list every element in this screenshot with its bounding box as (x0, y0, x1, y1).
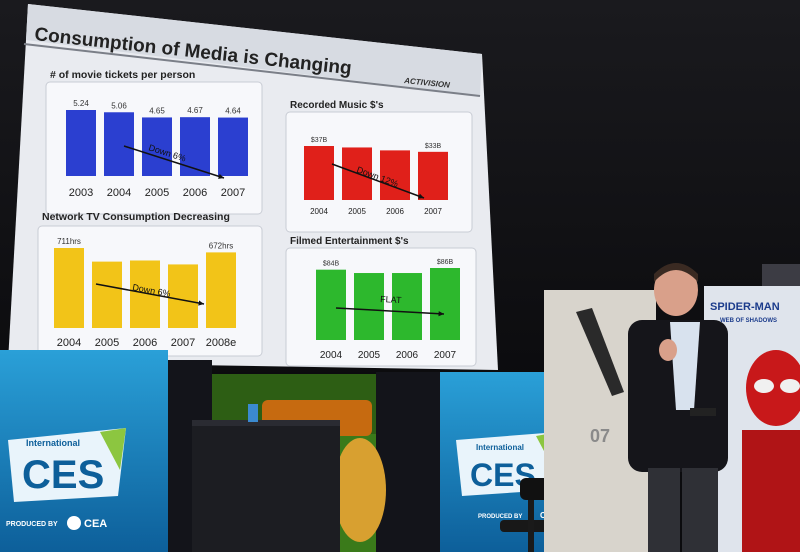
trend-arrow-0 (123, 145, 225, 179)
podium-top (192, 420, 340, 426)
trend-arrow-1 (331, 163, 425, 199)
bar-1-3 (418, 151, 448, 200)
data-label-3-3: $86B (437, 259, 454, 266)
category-label-2-1: 2005 (95, 337, 119, 349)
data-label-1-3: $33B (425, 143, 442, 150)
bar-0-3 (180, 117, 210, 176)
category-label-3-1: 2005 (358, 350, 381, 361)
bar-1-0 (304, 146, 334, 200)
data-label-0-4: 4.64 (225, 107, 241, 116)
chart-tickets: 2003 5.24 2004 5.06 2005 4.65 2006 4.67 2007 4.64… (66, 99, 248, 199)
category-label-0-3: 2006 (183, 187, 207, 199)
spiderman-body (742, 430, 800, 552)
spiderman-eye-left (754, 379, 774, 393)
poster-rifle-stock (587, 331, 611, 363)
bar-2-0 (54, 248, 84, 328)
bar-0-2 (142, 117, 172, 176)
data-label-2-0: 711hrs (57, 237, 81, 246)
bar-0-4 (218, 117, 248, 176)
poster-007-mark: 07 (590, 426, 610, 446)
category-label-1-1: 2005 (348, 207, 366, 216)
trend-arrowhead-3 (438, 311, 444, 317)
data-label-0-3: 4.67 (187, 106, 203, 115)
data-label-2-4: 672hrs (209, 241, 233, 250)
category-label-2-4: 2008e (206, 337, 237, 349)
category-label-2-0: 2004 (57, 337, 81, 349)
speaker-belt (690, 408, 716, 416)
ces-left-produced: PRODUCED BY (6, 521, 58, 528)
category-label-0-0: 2003 (69, 187, 93, 199)
category-label-3-0: 2004 (320, 350, 343, 361)
category-label-2-2: 2006 (133, 337, 157, 349)
camera-base (500, 520, 552, 532)
trend-arrowhead-0 (218, 173, 224, 179)
spiderman-eye-right (780, 379, 800, 393)
bar-2-4 (206, 252, 236, 328)
trend-annotation-3: FLAT (380, 294, 402, 305)
podium-water-bottle (248, 404, 258, 422)
speaker-head (654, 264, 698, 316)
speaker-hand (659, 339, 677, 361)
ces-logo-left-shape (8, 428, 126, 502)
bar-3-3 (430, 268, 460, 340)
bar-2-1 (92, 261, 122, 328)
poster-spiderman-subtitle: WEB OF SHADOWS (720, 318, 777, 324)
ces-left-logo-text: CES (22, 453, 104, 497)
category-label-1-0: 2004 (310, 207, 328, 216)
category-label-3-2: 2006 (396, 350, 419, 361)
bar-3-1 (354, 273, 384, 340)
ces-left-org: CEA (84, 518, 107, 530)
trend-arrowhead-1 (418, 193, 424, 199)
chart-title-tv: Network TV Consumption Decreasing (42, 211, 230, 223)
poster-corner-sign (762, 264, 800, 286)
speaker-shirt (670, 322, 700, 410)
panel-music (285, 111, 473, 233)
chart-title-tickets: # of movie tickets per person (50, 69, 195, 81)
ces-right-line1: International (476, 443, 524, 452)
data-label-0-2: 4.65 (149, 106, 165, 115)
bar-0-1 (104, 112, 134, 176)
speaker-hair (654, 263, 698, 282)
category-label-0-4: 2007 (221, 187, 245, 199)
category-label-0-2: 2005 (145, 187, 169, 199)
game-poster-character (334, 438, 386, 542)
ces-left-line1: International (26, 438, 80, 448)
chart-title-music: Recorded Music $'s (290, 100, 384, 111)
data-label-0-0: 5.24 (73, 99, 89, 108)
category-label-3-3: 2007 (434, 350, 457, 361)
cea-logo-left-icon (67, 516, 81, 530)
speaker (628, 263, 728, 552)
camera-stand (528, 500, 534, 552)
ces-logo-left-accent (100, 428, 126, 470)
bar-0-0 (66, 110, 96, 176)
category-label-2-3: 2007 (171, 337, 195, 349)
trend-arrow-2 (95, 283, 205, 305)
category-label-1-3: 2007 (424, 207, 442, 216)
bar-3-0 (316, 269, 346, 340)
trend-arrowhead-2 (198, 300, 204, 306)
chart-film: 2004 $84B 2005 2006 2007 $86B FLAT (316, 259, 460, 361)
speaker-leg-right (682, 468, 718, 552)
bar-3-2 (392, 273, 422, 340)
slide-title-rule (23, 43, 481, 97)
data-label-0-1: 5.06 (111, 101, 127, 110)
ces-right-produced: PRODUCED BY (478, 514, 522, 520)
slide-title-band (26, 4, 482, 96)
podium (192, 420, 340, 552)
category-label-1-2: 2006 (386, 207, 404, 216)
speaker-leg-left (648, 468, 680, 552)
category-label-0-1: 2004 (107, 187, 131, 199)
bar-2-3 (168, 264, 198, 328)
trend-arrow-3 (335, 307, 445, 315)
stage-wing-middle (376, 372, 440, 552)
chart-title-film: Filmed Entertainment $'s (290, 236, 409, 247)
data-label-1-0: $37B (311, 137, 328, 144)
poster-spiderman-title: SPIDER-MAN (710, 301, 780, 313)
data-label-3-0: $84B (323, 261, 340, 268)
